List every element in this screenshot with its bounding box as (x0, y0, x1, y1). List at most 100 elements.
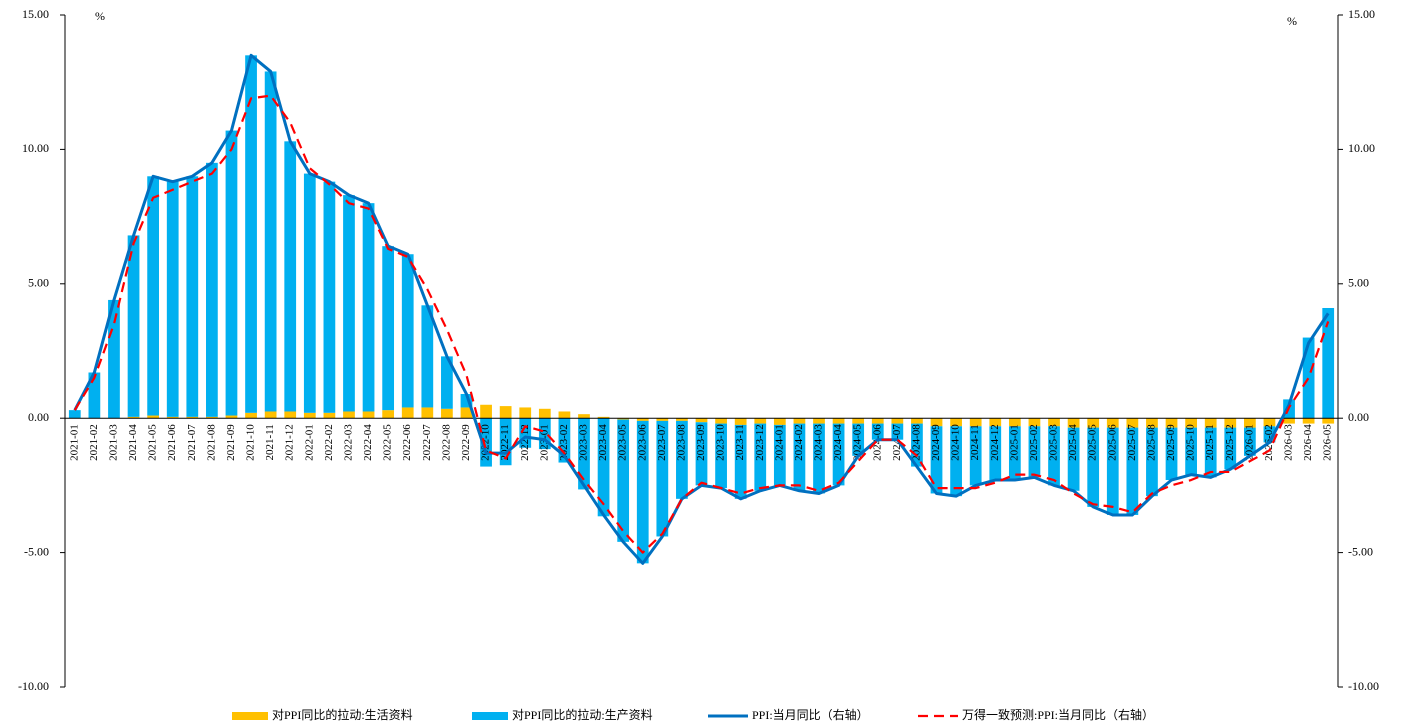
bar (1008, 418, 1021, 427)
bar (1067, 427, 1080, 491)
bar (989, 426, 1002, 481)
x-tick-label: 2024-04 (832, 424, 844, 461)
bar (1204, 418, 1217, 428)
y-tick-label: 15.00 (22, 7, 49, 21)
bar (166, 181, 179, 417)
y2-tick-label: 0.00 (1348, 410, 1369, 424)
bar (617, 419, 630, 542)
bar (891, 423, 904, 440)
bar (911, 423, 923, 467)
x-tick-label: 2024-01 (773, 424, 785, 461)
x-tick-label: 2025-05 (1087, 424, 1099, 461)
x-tick-label: 2022-11 (499, 424, 511, 460)
x-tick-label: 2023-04 (597, 424, 609, 461)
bar (68, 410, 81, 419)
x-tick-label: 2021-03 (107, 424, 119, 461)
bar (617, 418, 630, 420)
x-tick-label: 2021-08 (205, 424, 217, 461)
bar (832, 423, 845, 486)
x-tick-label: 2023-08 (675, 424, 687, 461)
x-tick-label: 2024-10 (950, 424, 962, 461)
bar (832, 418, 845, 424)
bar (245, 55, 257, 413)
y-tick-label: 0.00 (28, 410, 49, 424)
x-tick-label: 2024-07 (891, 424, 903, 461)
bar (1126, 418, 1139, 428)
bar (166, 416, 179, 419)
x-tick-label: 2022-04 (362, 424, 374, 461)
y-tick-label: 10.00 (22, 141, 49, 155)
bar (636, 418, 649, 421)
x-tick-label: 2021-12 (284, 424, 296, 461)
bar (754, 418, 767, 424)
bar (1106, 427, 1119, 515)
x-tick-label: 2025-09 (1165, 424, 1177, 461)
bar (597, 416, 610, 419)
bar (1243, 427, 1256, 456)
x-tick-label: 2025-12 (1224, 424, 1236, 461)
x-tick-label: 2021-06 (166, 424, 178, 461)
bar (911, 418, 923, 424)
x-tick-label: 2025-04 (1067, 424, 1079, 461)
bar (343, 195, 355, 412)
x-tick-label: 2022-09 (460, 424, 472, 461)
bar (656, 418, 669, 421)
bar (1283, 418, 1295, 424)
x-tick-label: 2026-03 (1283, 424, 1295, 461)
bar (538, 408, 551, 419)
bar (1146, 418, 1158, 428)
y-unit: % (95, 9, 105, 23)
bar (421, 407, 434, 419)
x-tick-label: 2025-08 (1145, 424, 1157, 461)
bar (1204, 427, 1217, 478)
bar (1067, 418, 1080, 428)
bar (480, 404, 492, 419)
line (73, 94, 1330, 554)
bar (127, 416, 140, 419)
bar (930, 418, 943, 427)
bar (695, 422, 708, 486)
bar (852, 423, 865, 456)
bar (460, 407, 473, 419)
bar (793, 418, 806, 424)
x-tick-label: 2022-08 (440, 424, 452, 461)
legend-swatch (232, 712, 268, 720)
x-tick-label: 2024-11 (969, 424, 981, 460)
bar (225, 415, 238, 419)
bar (636, 420, 649, 564)
x-tick-label: 2023-03 (578, 424, 590, 461)
bar (1146, 427, 1158, 497)
bar (127, 235, 140, 417)
bar (578, 418, 590, 490)
bar (362, 411, 375, 419)
bar (695, 418, 708, 423)
bar (1087, 427, 1100, 507)
bar (676, 418, 688, 421)
bar (284, 411, 297, 419)
bar (1008, 426, 1021, 481)
x-tick-label: 2026-04 (1302, 424, 1314, 461)
bar (773, 424, 786, 486)
y2-unit: % (1287, 14, 1297, 28)
bar (264, 71, 277, 412)
bar (813, 418, 825, 424)
bar (558, 418, 571, 463)
bar (891, 418, 904, 424)
x-tick-label: 2022-10 (480, 424, 492, 461)
bar (813, 423, 825, 494)
bar (1322, 307, 1335, 419)
x-tick-label: 2021-10 (245, 424, 257, 461)
bar (1028, 426, 1041, 478)
bar (734, 418, 747, 425)
bar (989, 418, 1002, 427)
bar (206, 162, 218, 417)
y-tick-label: -10.00 (18, 679, 49, 693)
bar (1185, 418, 1197, 428)
bar (323, 412, 336, 419)
x-tick-label: 2023-10 (715, 424, 727, 461)
x-tick-label: 2025-01 (1008, 424, 1020, 461)
bar (1048, 426, 1060, 486)
bar (578, 414, 590, 419)
x-tick-label: 2024-06 (871, 424, 883, 461)
bar (1243, 418, 1256, 428)
